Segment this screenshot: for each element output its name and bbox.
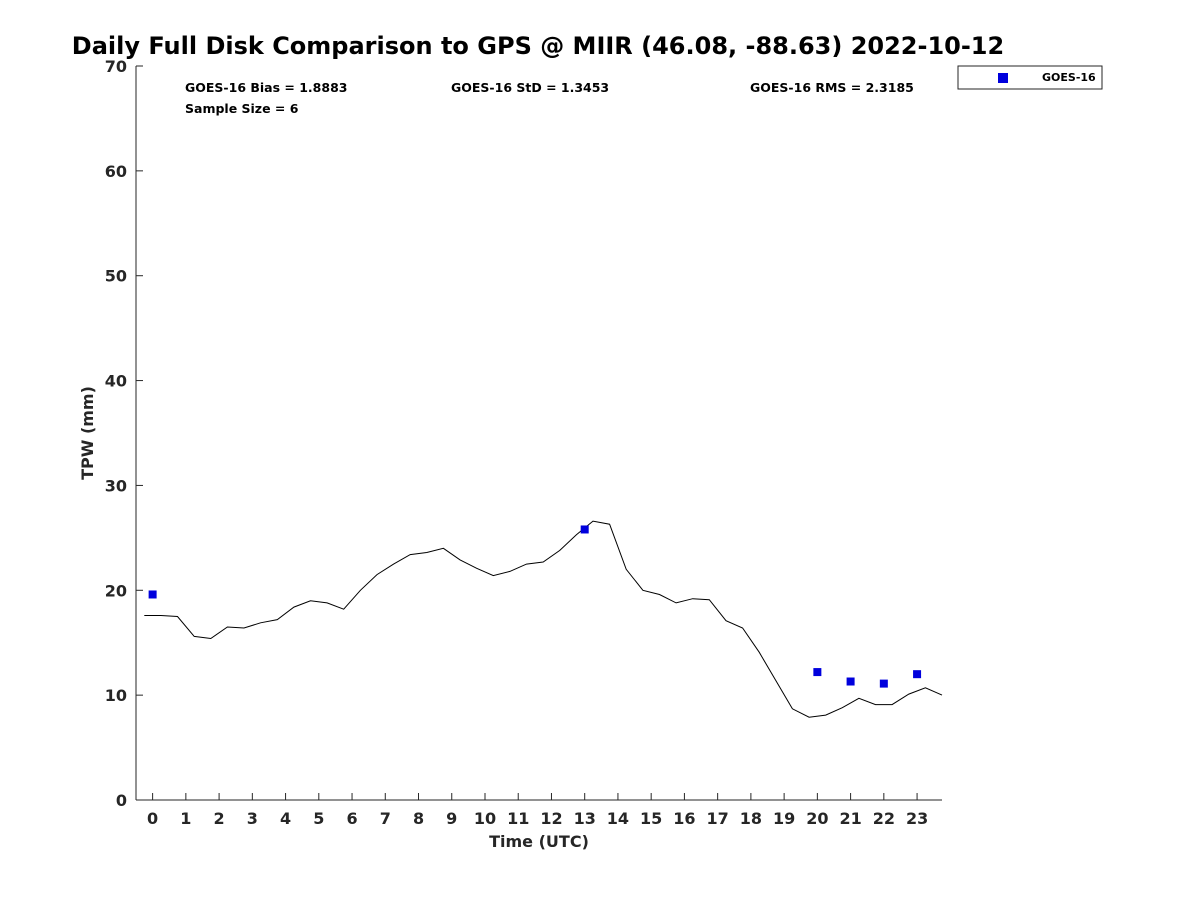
x-tick-label: 19 (773, 809, 795, 828)
bias-annotation: GOES-16 Bias = 1.8883 (185, 80, 347, 95)
x-tick-label: 10 (474, 809, 496, 828)
goes16-point (148, 590, 157, 599)
legend: GOES-16 (957, 65, 1103, 90)
x-axis-label: Time (UTC) (489, 832, 589, 851)
x-tick-label: 9 (446, 809, 457, 828)
stats-annotations: GOES-16 Bias = 1.8883 GOES-16 StD = 1.34… (185, 80, 914, 116)
y-tick-label: 60 (105, 162, 127, 181)
x-tick-label: 11 (507, 809, 529, 828)
y-tick-label: 70 (105, 57, 127, 76)
goes16-point (580, 525, 589, 534)
x-tick-label: 13 (574, 809, 596, 828)
x-tick-label: 22 (873, 809, 895, 828)
legend-marker-goes16 (998, 73, 1008, 83)
rms-annotation: GOES-16 RMS = 2.3185 (750, 80, 914, 95)
y-tick-label: 50 (105, 267, 127, 286)
x-tick-label: 3 (247, 809, 258, 828)
x-tick-label: 5 (313, 809, 324, 828)
x-tick-label: 14 (607, 809, 629, 828)
x-tick-label: 7 (380, 809, 391, 828)
x-tick-label: 6 (346, 809, 357, 828)
y-tick-label: 30 (105, 476, 127, 495)
x-tick-label: 20 (806, 809, 828, 828)
x-tick-label: 16 (673, 809, 695, 828)
x-tick-label: 21 (839, 809, 861, 828)
x-tick-label: 0 (147, 809, 158, 828)
goes16-point (913, 670, 922, 679)
x-tick-label: 8 (413, 809, 424, 828)
y-tick-label: 0 (116, 791, 127, 810)
y-tick-label: 10 (105, 686, 127, 705)
y-ticks: 0 10 20 30 40 50 60 70 (105, 57, 143, 810)
x-tick-label: 1 (180, 809, 191, 828)
std-annotation: GOES-16 StD = 1.3453 (451, 80, 609, 95)
y-tick-label: 20 (105, 581, 127, 600)
x-tick-label: 12 (540, 809, 562, 828)
goes16-point (813, 668, 822, 677)
series-layer (144, 520, 943, 718)
legend-label-goes16: GOES-16 (1042, 71, 1096, 84)
x-tick-label: 18 (740, 809, 762, 828)
plot-area (135, 66, 942, 801)
goes16-point (846, 677, 855, 686)
x-tick-label: 2 (214, 809, 225, 828)
sample-size-annotation: Sample Size = 6 (185, 101, 299, 116)
legend-box (957, 65, 1103, 90)
x-tick-label: 23 (906, 809, 928, 828)
x-ticks: 0 1 2 3 4 5 6 7 8 9 10 11 12 13 14 15 16 17 18 19 20 21 22 23 (147, 793, 928, 828)
gps-tpw-line (144, 520, 943, 718)
y-tick-label: 40 (105, 372, 127, 391)
chart-title: Daily Full Disk Comparison to GPS @ MIIR… (72, 32, 1004, 60)
x-tick-label: 17 (707, 809, 729, 828)
x-tick-label: 15 (640, 809, 662, 828)
y-axis-label: TPW (mm) (78, 386, 97, 480)
goes16-point (879, 679, 888, 688)
x-tick-label: 4 (280, 809, 291, 828)
